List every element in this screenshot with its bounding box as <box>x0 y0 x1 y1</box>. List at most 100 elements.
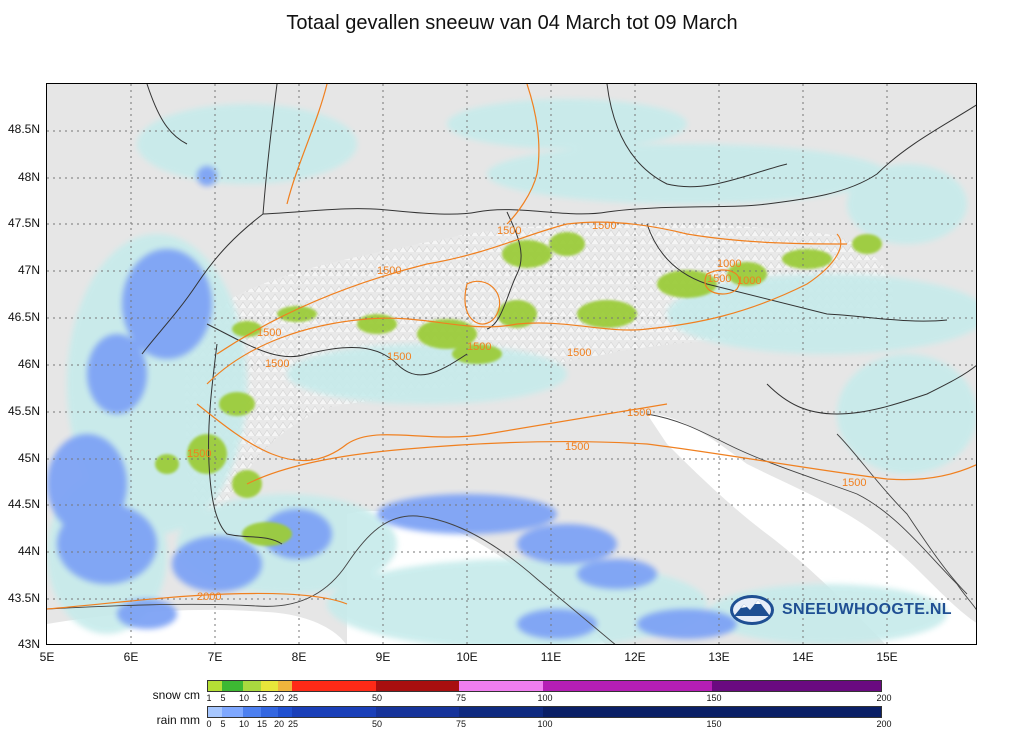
snow-legend-ticks: 1 5 10 15 20 25 50 75 100 150 200 <box>206 693 891 705</box>
contour-label: 1500 <box>627 407 651 419</box>
contour-label: 1500 <box>187 448 211 460</box>
map-canvas: 1500 1500 1500 1500 1500 1000 1500 1500 … <box>47 84 976 644</box>
legend-swatch <box>208 681 222 691</box>
lat-label: 48N <box>17 170 40 184</box>
legend-swatch <box>375 681 460 691</box>
lon-label: 9E <box>375 650 391 664</box>
legend-swatch <box>221 707 243 717</box>
legend-tick-label: 25 <box>287 693 299 703</box>
legend-swatch <box>711 707 881 717</box>
lon-label: 10E <box>456 650 478 664</box>
map-title: Totaal gevallen sneeuw van 04 March tot … <box>286 12 738 34</box>
legend-swatch <box>277 707 292 717</box>
legend-tick-label: 75 <box>455 719 467 729</box>
lat-label: 47.5N <box>7 216 40 230</box>
rain-legend-ticks: 0 5 10 15 20 25 50 75 100 150 200 <box>206 719 891 731</box>
lat-label: 43.5N <box>7 591 40 605</box>
legend-swatch <box>375 707 460 717</box>
legend-swatch <box>459 707 543 717</box>
contour-label: 1500 <box>497 225 521 237</box>
lat-label: 48.5N <box>7 122 40 136</box>
lon-label: 5E <box>39 650 55 664</box>
lon-label: 12E <box>624 650 646 664</box>
contour-label: 1500 <box>565 441 589 453</box>
adriatic-sea <box>647 414 976 644</box>
legend-tick-label: 200 <box>876 719 892 729</box>
legend-tick-label: 150 <box>706 693 722 703</box>
legend-swatch <box>459 681 543 691</box>
contour-label-group: 1500 1500 1500 1500 1500 1000 1500 1500 … <box>187 220 866 603</box>
lon-label: 13E <box>708 650 730 664</box>
legend-swatch <box>242 681 261 691</box>
snow-color-bar <box>207 680 882 692</box>
legend-tick-label: 50 <box>371 693 383 703</box>
lat-label: 45.5N <box>7 404 40 418</box>
legend-swatch <box>242 707 261 717</box>
legend-swatch <box>260 707 278 717</box>
legend-tick-label: 200 <box>876 693 892 703</box>
precipitation-map: 1500 1500 1500 1500 1500 1000 1500 1500 … <box>46 83 977 645</box>
contour-label: 2000 <box>197 591 221 603</box>
lon-label: 8E <box>291 650 307 664</box>
legend-tick-label: 20 <box>273 719 285 729</box>
legend-swatch <box>208 707 222 717</box>
freezing-level-contours <box>47 84 976 610</box>
legend-tick-label: 1 <box>206 693 212 703</box>
lat-label: 45N <box>17 451 40 465</box>
legend-tick-label: 5 <box>220 719 226 729</box>
rain-heavy-areas <box>47 166 737 639</box>
contour-label: 1500 <box>567 347 591 359</box>
legend-tick-label: 50 <box>371 719 383 729</box>
contour-label: 1500 <box>377 265 401 277</box>
legend-tick-label: 10 <box>238 719 250 729</box>
contour-label: 1500 <box>257 327 281 339</box>
legend-swatch <box>711 681 881 691</box>
rain-color-bar <box>207 706 882 718</box>
legend-swatch <box>291 681 376 691</box>
lat-label: 46.5N <box>7 310 40 324</box>
lat-label: 47N <box>17 263 40 277</box>
contour-label: 1500 <box>592 220 616 232</box>
lat-label: 44.5N <box>7 497 40 511</box>
legend-tick-label: 15 <box>256 693 268 703</box>
legend-tick-label: 75 <box>455 693 467 703</box>
contour-label: 1500 <box>467 341 491 353</box>
contour-label: 1000 <box>717 258 741 270</box>
contour-label: 1500 <box>387 351 411 363</box>
legend-tick-label: 25 <box>287 719 299 729</box>
lat-label: 43N <box>17 637 40 651</box>
legend-swatch <box>291 707 376 717</box>
brand-name: SNEEUWHOOGTE.NL <box>782 601 952 618</box>
lon-label: 7E <box>207 650 223 664</box>
legend-swatch <box>277 681 292 691</box>
legend-tick-label: 100 <box>537 719 553 729</box>
legend-tick-label: 10 <box>238 693 250 703</box>
lon-label: 15E <box>876 650 898 664</box>
rain-legend-title: rain mm <box>156 713 200 727</box>
legend-swatch <box>221 681 243 691</box>
legend-swatch <box>543 707 712 717</box>
legend-tick-label: 20 <box>273 693 285 703</box>
brand-logo: SNEEUWHOOGTE.NL <box>728 592 952 628</box>
contour-label: 1500 <box>842 477 866 489</box>
legend-tick-label: 100 <box>537 693 553 703</box>
mountain-logo-icon <box>730 595 774 625</box>
lat-label: 44N <box>17 544 40 558</box>
snow-legend-title: snow cm <box>152 688 200 702</box>
graticule <box>47 84 976 644</box>
contour-label: 1500 <box>265 358 289 370</box>
contour-label: 1000 <box>737 275 761 287</box>
coastlines <box>47 413 976 644</box>
snowfall-areas <box>155 232 882 546</box>
legend-tick-label: 0 <box>206 719 212 729</box>
country-borders <box>141 84 976 545</box>
legend-tick-label: 15 <box>256 719 268 729</box>
legend-tick-label: 150 <box>706 719 722 729</box>
legend-swatch <box>260 681 278 691</box>
contour-label: 1500 <box>707 273 731 285</box>
lat-label: 46N <box>17 357 40 371</box>
lon-label: 14E <box>792 650 814 664</box>
lon-label: 11E <box>540 650 562 664</box>
lon-label: 6E <box>123 650 139 664</box>
legend-tick-label: 5 <box>220 693 226 703</box>
